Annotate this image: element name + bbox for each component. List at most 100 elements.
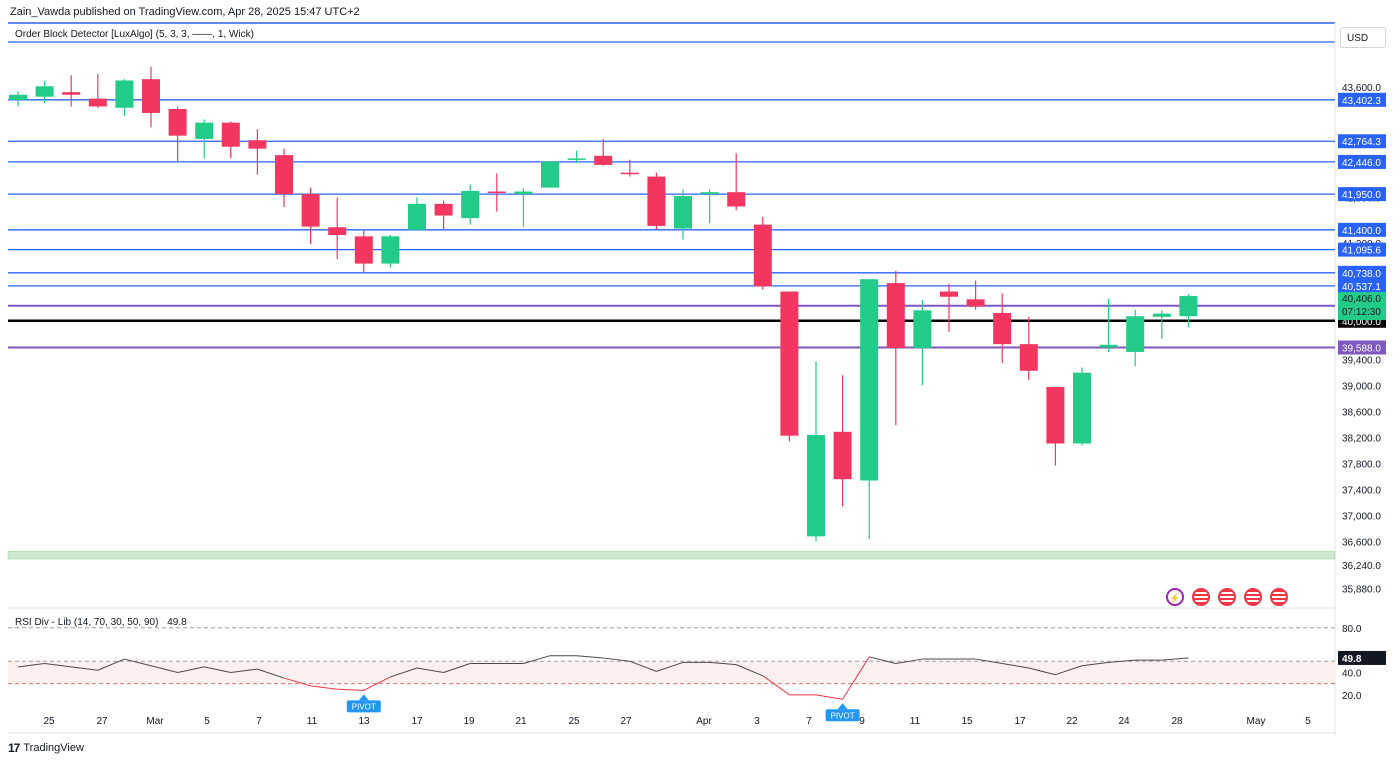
time-tick-label: 5	[204, 716, 210, 727]
candle-down	[966, 280, 985, 310]
candle-body	[647, 176, 666, 226]
candle-up	[9, 91, 27, 107]
rsi-line-segment	[762, 675, 790, 696]
time-tick-label: 24	[1118, 716, 1130, 727]
candle-body	[753, 224, 772, 287]
candles	[9, 66, 1198, 542]
tradingview-logo-icon: 17	[8, 741, 20, 755]
candle-body	[780, 291, 799, 436]
candle-down	[833, 375, 852, 507]
candle-down	[88, 73, 107, 108]
level-price-label-bg	[1338, 154, 1386, 169]
lightning-icon[interactable]: ⚡	[1166, 588, 1184, 606]
time-tick-label: 13	[358, 716, 370, 727]
candle-body	[807, 435, 825, 537]
candle-body	[594, 155, 613, 165]
candle-up	[1179, 294, 1198, 328]
candle-body	[833, 431, 852, 480]
candle-up	[195, 119, 214, 159]
level-price-label-bg	[1338, 134, 1386, 149]
candle-body	[461, 190, 480, 219]
rsi-legend[interactable]: RSI Div - Lib (14, 70, 30, 50, 90) 49.8	[15, 617, 187, 628]
price-tick-label: 38,600.0	[1342, 408, 1381, 419]
rsi-line-segment	[603, 657, 630, 662]
time-tick-label: 15	[961, 716, 973, 727]
candle-up	[1073, 367, 1091, 446]
rsi-line-segment	[815, 694, 843, 700]
level-price-label: 41,950.0	[1338, 187, 1386, 202]
level-price-label-bg	[1338, 278, 1386, 293]
price-tick-label: 38,200.0	[1342, 434, 1381, 445]
tradingview-logo-text: TradingView	[23, 742, 84, 754]
price-tick-label: 37,400.0	[1342, 486, 1381, 497]
candle-body	[35, 86, 54, 97]
price-tick-label: 43,600.0	[1342, 83, 1381, 94]
us-flag-icon[interactable]	[1244, 588, 1262, 606]
candle-down	[142, 66, 160, 128]
price-labels: 43,402.3 42,764.3 42,446.0 41,950.0 41,400.0…	[1338, 92, 1386, 665]
current-price-text: 40,406.0	[1342, 294, 1381, 305]
candle-down	[1046, 386, 1065, 466]
candle-down	[594, 138, 613, 166]
price-tick-label: 37,800.0	[1342, 460, 1381, 471]
current-price-bg	[1338, 292, 1386, 321]
candle-body	[301, 194, 320, 227]
candle-down	[940, 283, 958, 332]
time-tick-label: 9	[859, 716, 865, 727]
candle-body	[700, 192, 719, 195]
level-price-label-bg	[1338, 187, 1386, 202]
candle-body	[62, 92, 81, 95]
candle-down	[753, 216, 772, 290]
time-tick-label: 7	[806, 716, 812, 727]
candle-down	[221, 121, 240, 159]
level-price-label-bg	[1338, 242, 1386, 257]
candle-body	[727, 192, 746, 207]
time-tick-label: Apr	[696, 716, 712, 727]
us-flag-icon[interactable]	[1270, 588, 1288, 606]
candle-body	[248, 140, 267, 149]
time-tick-label: 7	[256, 716, 262, 727]
us-flag-icon[interactable]	[1218, 588, 1236, 606]
candle-down	[1019, 316, 1038, 380]
candle-body	[275, 155, 293, 195]
candle-up	[674, 189, 692, 240]
countdown-text: 07:12:30	[1342, 307, 1381, 318]
candle-body	[940, 291, 958, 297]
currency-button[interactable]: USD	[1340, 27, 1386, 48]
rsi-line-segment	[363, 676, 391, 691]
rsi-line-segment	[523, 655, 551, 665]
level-price-label-text: 42,446.0	[1342, 158, 1381, 169]
rsi-line-segment	[390, 667, 418, 678]
rsi-band-fill	[8, 661, 1335, 684]
time-tick-label: 27	[620, 716, 632, 727]
candle-up	[514, 188, 533, 227]
rsi-tick-label: 40.0	[1342, 668, 1362, 679]
level-price-label: 43,402.3	[1338, 92, 1386, 107]
candle-body	[1073, 372, 1091, 444]
rsi-line-segment	[177, 666, 205, 673]
candle-down	[886, 270, 905, 426]
order-block-levels	[7, 99, 1336, 560]
candle-body	[1126, 316, 1145, 352]
candle-body	[514, 191, 533, 195]
candle-body	[860, 279, 879, 481]
rsi-line-segment	[204, 666, 231, 673]
candle-body	[993, 312, 1012, 345]
indicator-legend[interactable]: Order Block Detector [LuxAlgo] (5, 3, 3,…	[15, 29, 254, 40]
candle-body	[1179, 296, 1198, 317]
candle-body	[674, 196, 692, 229]
rsi-line-segment	[310, 685, 338, 690]
price-tick-label: 39,400.0	[1342, 356, 1381, 367]
level-price-label: 39,588.0	[1338, 340, 1386, 355]
time-tick-label: 21	[515, 716, 527, 727]
level-price-label-bg	[1338, 92, 1386, 107]
time-tick-label: 11	[307, 716, 318, 727]
rsi-line-segment	[443, 663, 471, 673]
candle-down	[780, 291, 799, 442]
us-flag-icon[interactable]	[1192, 588, 1210, 606]
time-tick-label: Mar	[146, 716, 164, 727]
tradingview-logo[interactable]: 17 TradingView	[8, 741, 84, 755]
candle-body	[1152, 313, 1171, 317]
candle-down	[434, 200, 453, 230]
